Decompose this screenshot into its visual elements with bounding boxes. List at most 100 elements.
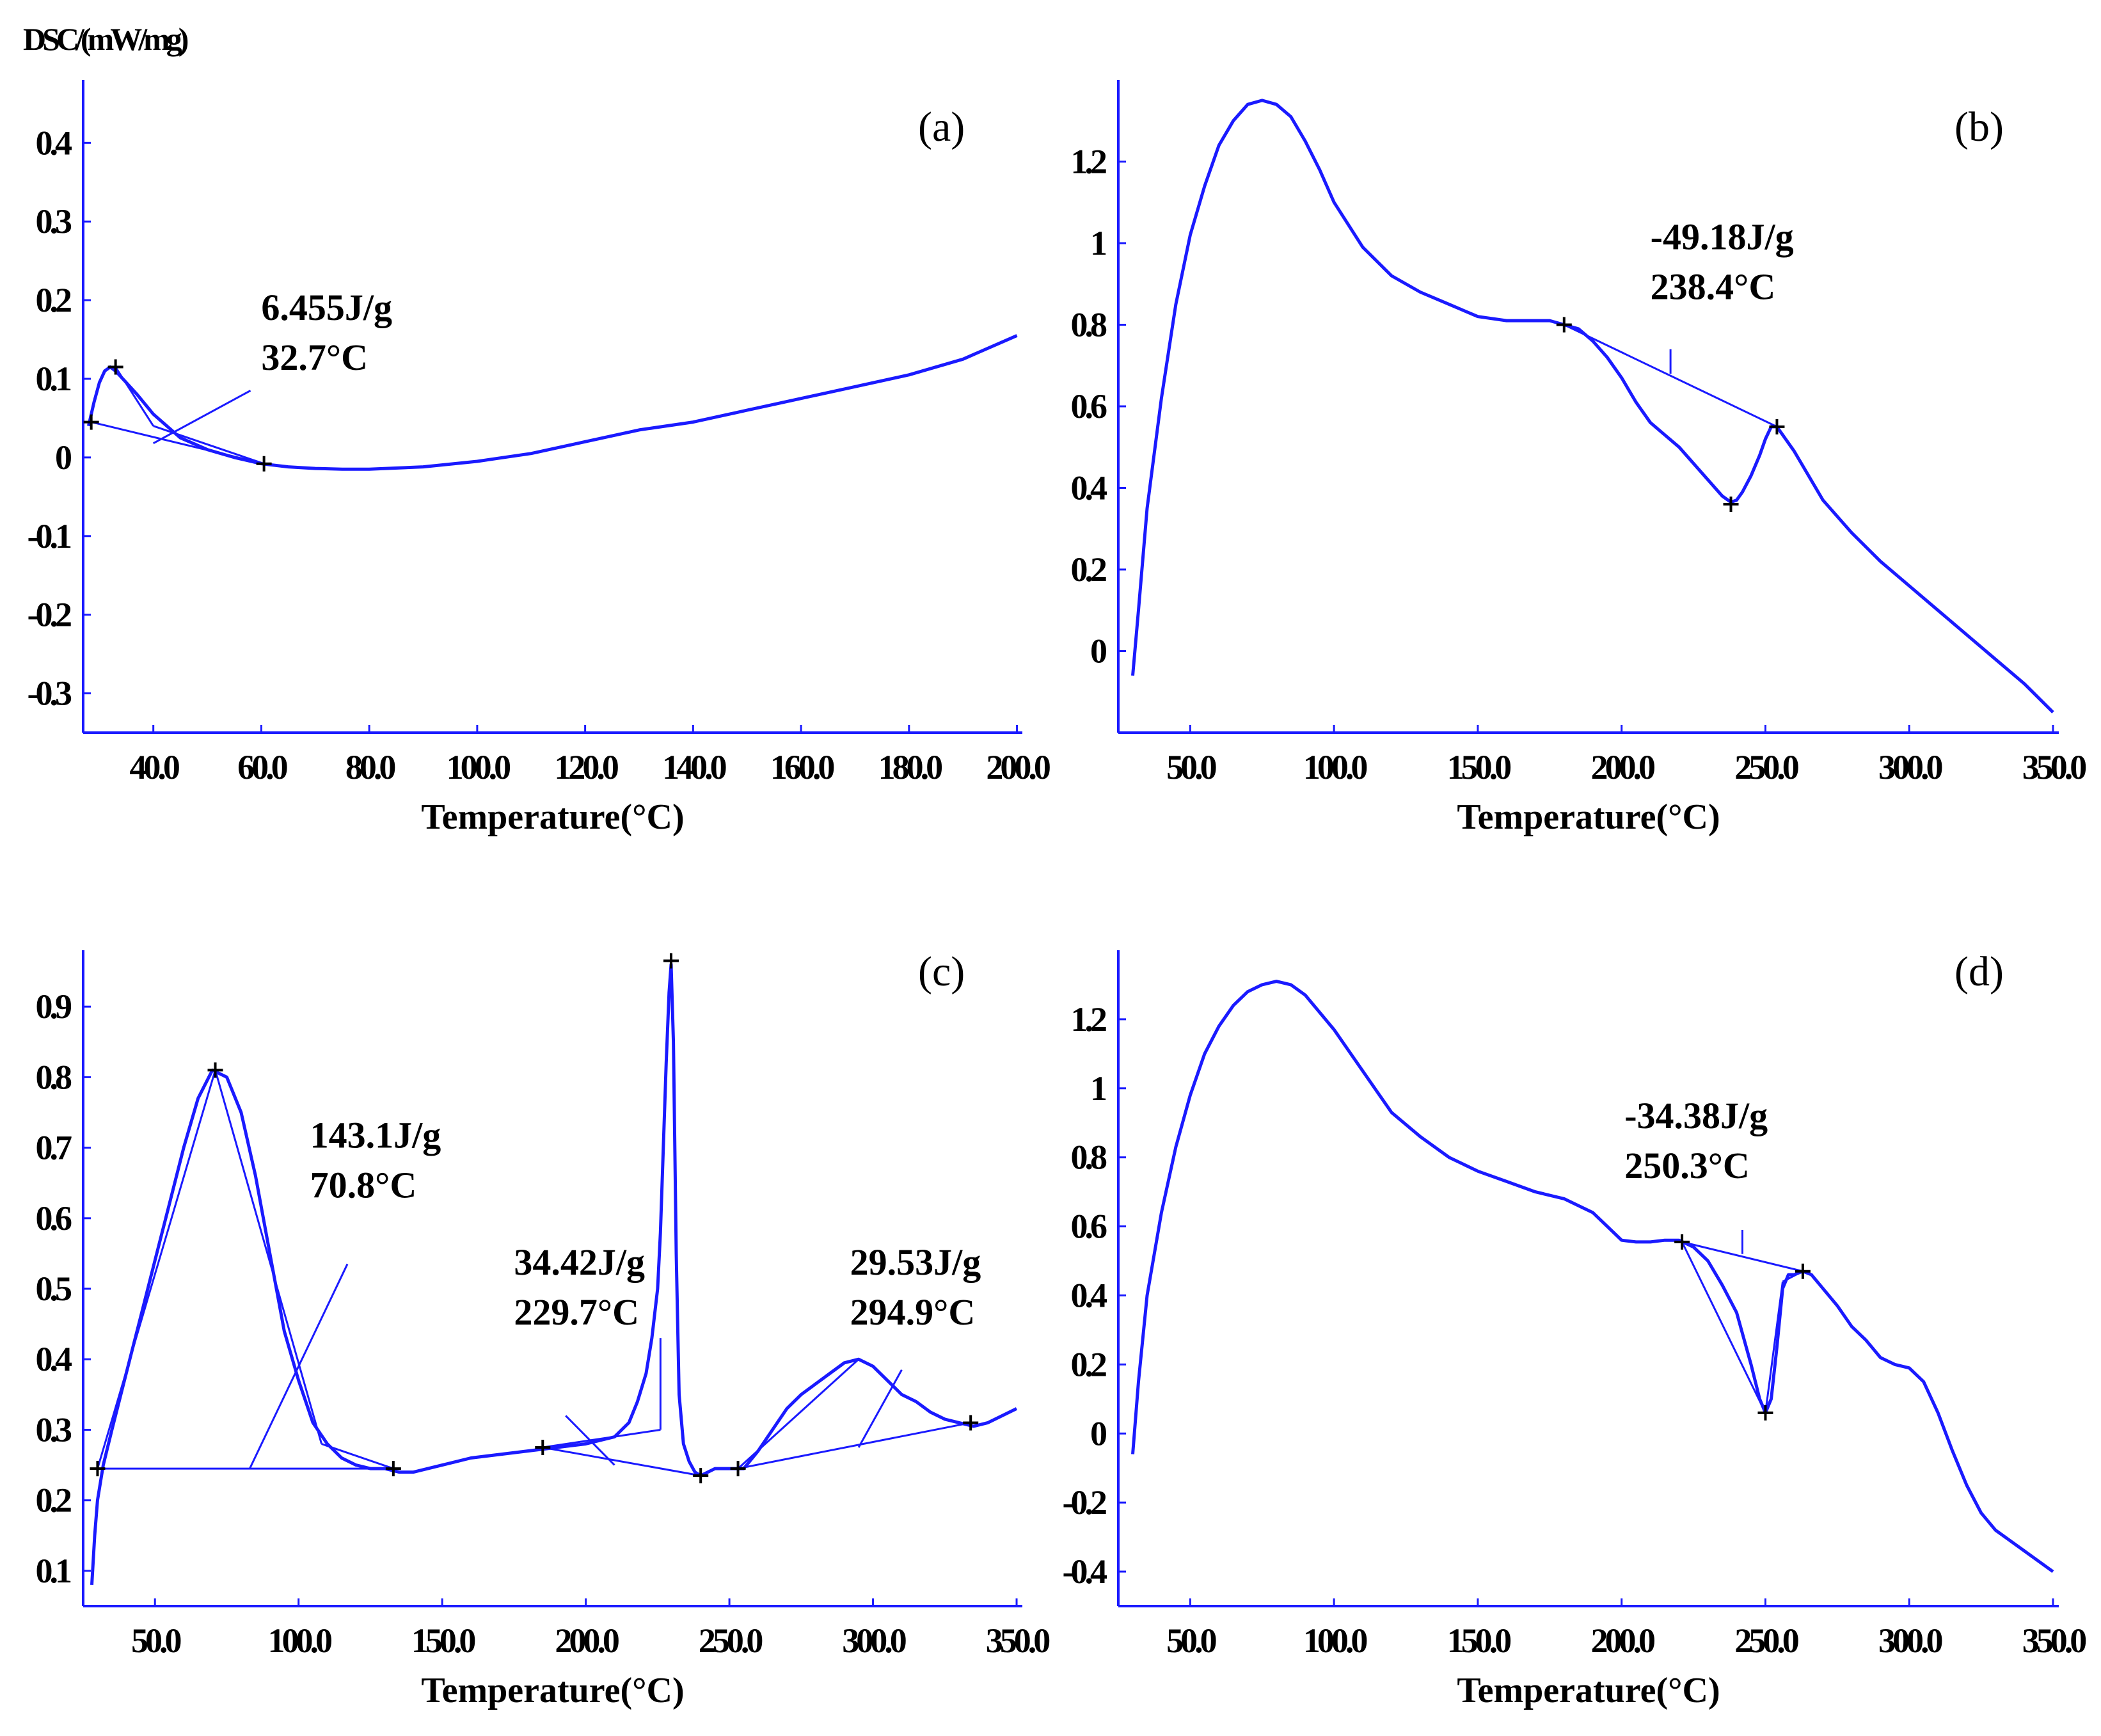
leader-line-2: [857, 1369, 903, 1448]
x-tick-label-250: 250.0: [1734, 1621, 1798, 1660]
y-tick-label-0-2: 0.2: [1071, 550, 1107, 589]
x-tick-label-100: 100.0: [267, 1621, 331, 1660]
marker-cross-0: [1674, 1234, 1690, 1250]
panel-label: (c): [918, 948, 965, 995]
marker-cross-2: [256, 456, 272, 472]
marker-cross-0: [1556, 317, 1572, 333]
dsc-curve-DSC: [86, 334, 1018, 471]
x-axis-title: Temperature(°C): [421, 797, 684, 837]
panel-label: (d): [1954, 948, 2004, 995]
marker-cross-3: [535, 1440, 551, 1456]
annotation-1-line-1: 229.7°C: [514, 1291, 639, 1333]
x-tick-label-200: 200.0: [986, 748, 1050, 786]
marker-cross-1: [1723, 497, 1739, 512]
y-tick-label-0-2: -0.2: [1063, 1483, 1106, 1522]
y-tick-label-0-3: 0.3: [36, 1410, 72, 1449]
marker-cross-0: [83, 414, 99, 430]
y-tick-label-0-6: 0.6: [1071, 1207, 1107, 1246]
y-tick-label-0-1: 0.1: [36, 1552, 72, 1590]
y-tick-label-0-7: 0.7: [36, 1129, 72, 1167]
x-tick-label-100: 100.0: [447, 748, 511, 786]
x-tick-label-120: 120.0: [554, 748, 618, 786]
marker-cross-1: [107, 359, 123, 375]
y-tick-label-0-1: 0.1: [36, 360, 72, 398]
y-tick-label-0-8: 0.8: [1071, 1138, 1107, 1177]
annotation-0-line-0: 143.1J/g: [310, 1115, 441, 1156]
y-tick-label-0-9: 0.9: [36, 987, 72, 1026]
y-axis-label: DSC/(mW/mg): [23, 21, 188, 57]
y-tick-label-0-8: 0.8: [36, 1058, 72, 1096]
marker-cross-2: [1795, 1263, 1811, 1279]
annotation-0-line-1: 70.8°C: [310, 1165, 417, 1206]
x-tick-label-200: 200.0: [1590, 1621, 1654, 1660]
annotation-0-line-1: 238.4°C: [1651, 266, 1776, 308]
y-tick-label-1: 1: [1090, 224, 1106, 262]
y-tick-label-0: 0: [1090, 632, 1106, 671]
x-tick-label-300: 300.0: [1878, 748, 1942, 786]
y-tick-label-0-6: 0.6: [36, 1199, 72, 1238]
dsc-curve-DSC: [90, 962, 1018, 1586]
y-tick-label-0-4: -0.4: [1063, 1552, 1107, 1591]
y-tick-label-0-3: 0.3: [36, 202, 72, 241]
x-tick-label-50: 50.0: [1166, 748, 1216, 786]
panel-c: 50.0 100.0 150.0 200.0 250.0 300.0 350.0 0.1 0.2…: [36, 948, 1053, 1710]
x-tick-label-40: 40.0: [129, 748, 179, 786]
baseline-2: [153, 425, 265, 465]
marker-cross-5: [693, 1468, 709, 1484]
y-tick-label-0-5: 0.5: [36, 1270, 72, 1308]
y-tick-label-0-4: 0.4: [1071, 469, 1107, 507]
annotation-1-line-0: 34.42J/g: [514, 1241, 645, 1283]
x-tick-label-180: 180.0: [878, 748, 942, 786]
annotation-2-line-0: 29.53J/g: [850, 1241, 981, 1283]
baseline-4: [543, 1446, 701, 1477]
marker-cross-7: [963, 1415, 979, 1431]
x-tick-label-60: 60.0: [237, 748, 287, 786]
x-tick-label-350: 350.0: [2022, 748, 2086, 786]
x-tick-label-150: 150.0: [1447, 1621, 1511, 1660]
x-tick-label-300: 300.0: [842, 1621, 906, 1660]
x-tick-label-160: 160.0: [770, 748, 834, 786]
leader-line-0: [249, 1263, 349, 1469]
y-tick-label-0-3: -0.3: [28, 674, 72, 713]
y-tick-label-0-1: -0.1: [28, 517, 71, 555]
marker-cross-1: [207, 1062, 223, 1078]
x-tick-label-50: 50.0: [1166, 1621, 1216, 1660]
annotation-0-line-0: -49.18J/g: [1651, 216, 1794, 258]
y-tick-label-0-2: 0.2: [1071, 1345, 1107, 1383]
x-tick-label-200: 200.0: [555, 1621, 619, 1660]
annotation-0-line-1: 250.3°C: [1624, 1145, 1750, 1186]
y-tick-label-0: 0: [1090, 1414, 1106, 1453]
annotation-2-line-1: 294.9°C: [850, 1291, 976, 1333]
marker-cross-6: [730, 1461, 746, 1477]
x-tick-label-250: 250.0: [1734, 748, 1798, 786]
y-tick-label-1-2: 1.2: [1071, 143, 1107, 181]
x-axis-title: Temperature(°C): [1457, 1671, 1720, 1710]
x-tick-label-150: 150.0: [411, 1621, 475, 1660]
y-tick-label-0-8: 0.8: [1071, 306, 1107, 344]
baseline-0: [1564, 324, 1778, 428]
panel-d: 50.0 100.0 150.0 200.0 250.0 300.0 350.0 -0.4 -0…: [1063, 948, 2089, 1710]
y-tick-label-0-2: -0.2: [28, 596, 71, 634]
marker-cross-1: [1757, 1405, 1773, 1421]
y-tick-label-0-2: 0.2: [36, 1481, 72, 1520]
baseline-1: [1681, 1241, 1766, 1413]
y-tick-label-0: 0: [55, 438, 71, 477]
annotation-0-line-0: 6.455J/g: [261, 287, 392, 328]
x-tick-label-350: 350.0: [2022, 1621, 2086, 1660]
baseline-7: [738, 1421, 971, 1470]
y-tick-label-0-4: 0.4: [36, 1340, 72, 1378]
x-axis-title: Temperature(°C): [421, 1671, 684, 1710]
y-tick-label-0-4: 0.4: [1071, 1276, 1107, 1314]
panel-label: (a): [918, 104, 965, 150]
x-axis-title: Temperature(°C): [1457, 797, 1720, 837]
marker-cross-0: [90, 1461, 106, 1477]
annotation-0-line-1: 32.7°C: [261, 337, 368, 378]
x-tick-label-150: 150.0: [1447, 748, 1511, 786]
marker-cross-2: [385, 1461, 401, 1477]
y-tick-label-1: 1: [1090, 1069, 1106, 1108]
x-tick-label-100: 100.0: [1303, 748, 1367, 786]
annotation-0-line-0: -34.38J/g: [1624, 1095, 1768, 1136]
panel-a: 40.0 60.0 80.0 100.0 120.0 140.0 160.0 180.0 200…: [28, 80, 1053, 837]
baseline-1: [97, 1069, 216, 1469]
